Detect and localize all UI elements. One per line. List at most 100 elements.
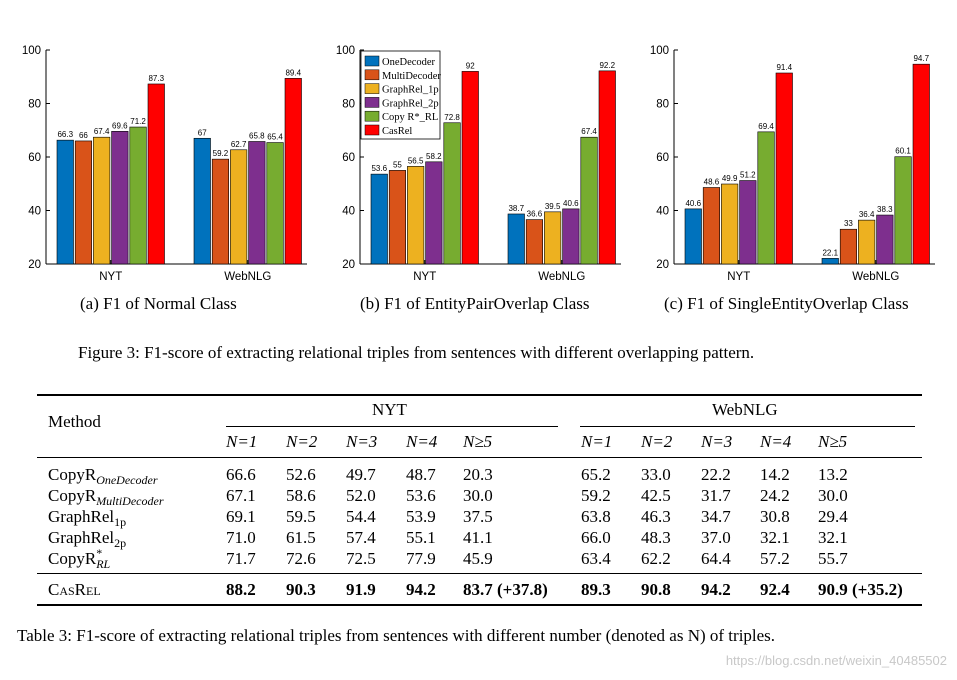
table-cell: 55.7 — [818, 549, 848, 568]
y-tick-label: 60 — [656, 152, 669, 164]
table-bottom-rule — [37, 604, 922, 606]
data-label: 51.2 — [740, 171, 756, 180]
bar-graphrel-1p — [544, 211, 562, 265]
x-tick-label: WebNLG — [224, 271, 271, 283]
bar-copyr-rl — [580, 136, 598, 265]
table-cell: 58.6 — [286, 486, 316, 505]
table-cell: 69.1 — [226, 507, 256, 526]
table-cell: 71.0 — [226, 528, 256, 547]
chart-panel-2: 20 40 60 80 100 NYT 53.6 55 56.558.2 72.8 92 WebNLG… — [336, 45, 621, 283]
bar-casrel — [284, 78, 302, 265]
n-header: N≥5 — [463, 432, 493, 451]
table-cell: 72.5 — [346, 549, 376, 568]
table-cell: 59.5 — [286, 507, 316, 526]
y-tick-label: 100 — [22, 45, 41, 57]
table-top-rule — [37, 394, 922, 396]
data-label: 66 — [79, 131, 88, 140]
y-tick-label: 40 — [656, 206, 669, 218]
data-label: 60.1 — [895, 147, 911, 156]
best-cell: 83.7 (+37.8) — [463, 580, 548, 599]
table-cell: 66.6 — [226, 465, 256, 484]
bar-multidecoder — [388, 170, 407, 265]
nyt-group-rule — [226, 426, 558, 427]
best-cell: 91.9 — [346, 580, 376, 599]
n-header: N=3 — [346, 432, 378, 451]
bar-multidecoder — [839, 228, 858, 265]
table-caption: Table 3: F1-score of extracting relation… — [17, 626, 776, 645]
data-label: 48.6 — [704, 177, 720, 186]
y-tick-label: 80 — [342, 99, 355, 111]
best-cell: 90.8 — [641, 580, 671, 599]
watermark: https://blog.csdn.net/weixin_40485502 — [725, 653, 947, 668]
y-tick-label: 80 — [656, 99, 669, 111]
legend-label: Copy R*_RL — [382, 112, 438, 123]
table-cell: 32.1 — [760, 528, 790, 547]
y-tick-label: 40 — [28, 206, 41, 218]
data-label: 40.6 — [563, 199, 579, 208]
bar-onedecoder — [507, 213, 525, 265]
table-cell: 37.0 — [701, 528, 731, 547]
table-cell: 57.2 — [760, 549, 790, 568]
y-tick-label: 80 — [28, 99, 41, 111]
bar-onedecoder — [821, 258, 839, 265]
table-cell: 41.1 — [463, 528, 493, 547]
table-cell: 45.9 — [463, 549, 493, 568]
method-name-casrel: CasRel — [48, 580, 101, 599]
table-cell: 13.2 — [818, 465, 848, 484]
bar-graphrel-2p — [248, 141, 266, 265]
legend-swatch — [364, 83, 380, 94]
table-cell: 30.0 — [818, 486, 848, 505]
chart-panel-3: 20 40 60 80 100 NYT 40.6 48.6 49.9 51.2 69.4 91.4 We… — [650, 45, 935, 283]
table-cell: 71.7 — [226, 549, 256, 568]
data-label: 59.2 — [213, 149, 229, 158]
bar-casrel — [461, 71, 479, 265]
data-label: 22.1 — [822, 248, 838, 257]
n-header: N=1 — [226, 432, 258, 451]
legend-label: GraphRel_1p — [382, 85, 439, 96]
bar-graphrel-1p — [858, 219, 876, 265]
table-cell: 66.0 — [581, 528, 611, 547]
data-label: 56.5 — [408, 156, 424, 165]
data-label: 89.4 — [285, 68, 301, 77]
n-header: N=1 — [581, 432, 613, 451]
data-label: 49.9 — [722, 174, 738, 183]
legend-swatch — [364, 55, 380, 67]
data-label: 92.2 — [599, 61, 615, 70]
bar-multidecoder — [211, 158, 229, 265]
table-cell: 55.1 — [406, 528, 436, 547]
table-cell: 63.4 — [581, 549, 611, 568]
table-cell: 34.7 — [701, 507, 731, 526]
legend: OneDecoder MultiDecoder GraphRel_1p GraphRe… — [360, 50, 441, 140]
data-label: 69.4 — [758, 122, 774, 131]
n-header: N=2 — [641, 432, 673, 451]
table-cell: 59.2 — [581, 486, 611, 505]
y-tick-label: 60 — [342, 152, 355, 164]
y-tick-label: 60 — [28, 152, 41, 164]
best-cell: 94.2 — [701, 580, 731, 599]
table-cell: 20.3 — [463, 465, 493, 484]
bar-graphrel-2p — [562, 208, 580, 265]
bar-onedecoder — [684, 208, 702, 265]
table-cell: 49.7 — [346, 465, 376, 484]
legend-label: GraphRel_2p — [382, 98, 439, 109]
n-header: N=4 — [406, 432, 438, 451]
y-tick-label: 100 — [650, 45, 669, 57]
method-name: CopyRMultiDecoder — [48, 486, 164, 508]
bar-casrel — [598, 70, 616, 265]
table-cell: 53.9 — [406, 507, 436, 526]
legend-label: MultiDecoder — [382, 71, 441, 82]
data-label: 67.4 — [94, 127, 110, 136]
table-cell: 57.4 — [346, 528, 376, 547]
data-label: 38.3 — [877, 205, 893, 214]
data-label: 55 — [393, 160, 402, 169]
n-header: N=4 — [760, 432, 792, 451]
x-tick-label: NYT — [727, 271, 750, 283]
best-cell: 90.3 — [286, 580, 316, 599]
table-cell: 67.1 — [226, 486, 256, 505]
data-label: 67.4 — [581, 127, 597, 136]
table-cell: 46.3 — [641, 507, 671, 526]
bar-graphrel-1p — [230, 149, 248, 265]
table-cell: 52.0 — [346, 486, 376, 505]
best-cell: 89.3 — [581, 580, 611, 599]
